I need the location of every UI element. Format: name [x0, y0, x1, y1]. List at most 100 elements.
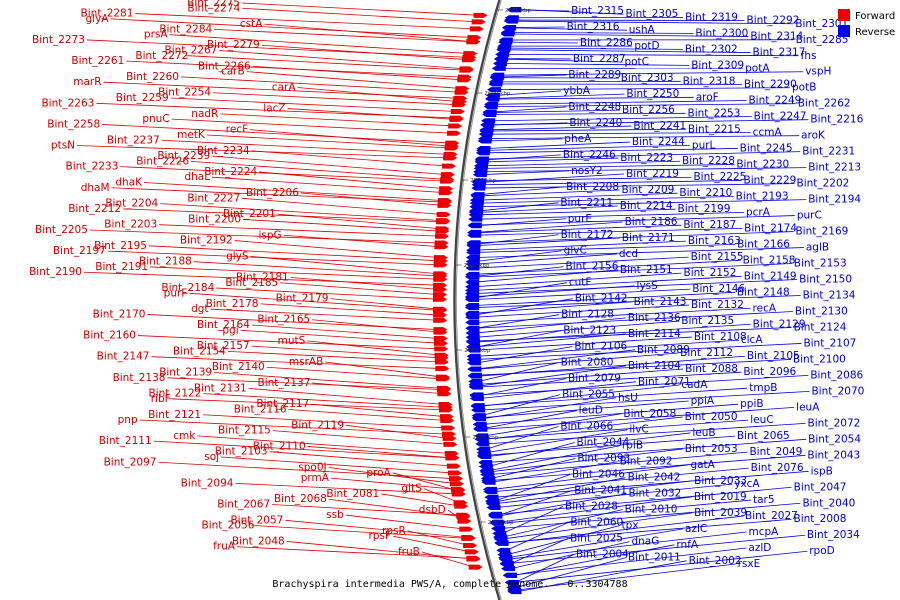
forward-gene-arrow	[439, 186, 454, 192]
reverse-gene-label: hsU	[618, 392, 638, 404]
forward-gene-arrow	[433, 329, 448, 335]
reverse-gene-leader	[479, 195, 734, 204]
reverse-gene-label: Bint_2060	[570, 516, 623, 528]
reverse-gene-arrow	[467, 232, 482, 238]
forward-gene-leader	[240, 329, 440, 344]
reverse-gene-leader	[484, 151, 801, 160]
reverse-gene-label: rpoD	[809, 545, 835, 557]
reverse-gene-label: Bint_2033	[694, 475, 747, 487]
reverse-gene-leader	[477, 218, 566, 227]
forward-gene-arrow	[461, 57, 476, 63]
reverse-gene-leader	[510, 33, 749, 37]
forward-gene-leader	[236, 546, 473, 559]
forward-gene-label: Bint_2224	[204, 166, 257, 178]
forward-gene-leader	[250, 129, 451, 147]
reverse-gene-label: Bint_2228	[682, 155, 735, 167]
reverse-gene-arrow	[478, 459, 493, 465]
forward-gene-label: Bint_2284	[159, 23, 212, 35]
forward-gene-arrow	[439, 414, 454, 420]
gene-arrows	[433, 6, 522, 595]
reverse-gene-arrow	[498, 556, 513, 562]
reverse-gene-label: Bint_2066	[560, 421, 613, 433]
reverse-gene-leader	[484, 416, 683, 440]
forward-gene-leader	[248, 387, 445, 405]
reverse-gene-leader	[512, 27, 627, 31]
reverse-gene-arrow	[487, 87, 502, 93]
reverse-gene-label: Bint_2065	[737, 430, 790, 442]
reverse-gene-leader	[486, 144, 690, 151]
reverse-gene-leader	[494, 100, 747, 105]
reverse-gene-arrow	[488, 513, 503, 519]
reverse-gene-leader	[478, 208, 676, 216]
forward-gene-leader	[264, 23, 473, 43]
forward-gene-leader	[260, 303, 440, 316]
forward-gene-leader	[252, 65, 464, 81]
reverse-gene-leader	[488, 438, 807, 463]
reverse-gene-label: Bint_2124	[794, 321, 847, 333]
forward-gene-label: soj	[204, 451, 219, 463]
reverse-gene-label: Bint_2143	[634, 296, 687, 308]
forward-gene-label: Bint_2139	[159, 367, 212, 379]
reverse-gene-label: Bint_2301	[795, 18, 848, 30]
reverse-gene-arrow	[465, 265, 480, 271]
reverse-gene-leader	[476, 243, 736, 253]
reverse-gene-leader	[492, 106, 567, 113]
forward-gene-leader	[407, 530, 470, 546]
forward-gene-label: Bint_2068	[274, 493, 327, 505]
forward-gene-label: Bint_2188	[139, 256, 192, 268]
reverse-gene-leader	[498, 83, 742, 85]
reverse-gene-arrow	[488, 81, 503, 87]
forward-gene-arrow	[471, 19, 486, 25]
forward-gene-leader	[137, 335, 441, 350]
forward-gene-label: fruA	[213, 541, 236, 553]
reverse-gene-label: Bint_2231	[802, 146, 855, 158]
reverse-gene-leader	[499, 499, 752, 524]
reverse-gene-label: Bint_2106	[574, 341, 627, 353]
reverse-gene-leader	[490, 458, 576, 479]
reverse-gene-label: Bint_2080	[561, 357, 614, 369]
forward-gene-leader	[161, 139, 450, 155]
reverse-gene-leader	[478, 205, 618, 213]
forward-gene-label: pgi	[222, 324, 238, 336]
reverse-gene-label: Bint_2230	[736, 158, 789, 170]
forward-gene-arrow	[442, 435, 457, 441]
reverse-gene-label: potD	[634, 40, 659, 52]
forward-gene-leader	[272, 504, 463, 516]
reverse-gene-label: Bint_2043	[807, 449, 860, 461]
forward-gene-label: Bint_2056	[202, 520, 255, 532]
forward-gene-label: Bint_2097	[104, 456, 157, 468]
reverse-gene-leader	[477, 352, 679, 370]
forward-gene-label: Bint_2192	[180, 235, 233, 247]
reverse-gene-leader	[481, 397, 617, 420]
forward-gene-leader	[325, 361, 443, 378]
reverse-gene-arrow	[472, 172, 487, 178]
reverse-gene-leader	[511, 541, 630, 570]
forward-gene-leader	[159, 224, 442, 237]
reverse-gene-leader	[485, 422, 806, 445]
reverse-gene-label: Bint_2213	[808, 162, 861, 174]
reverse-gene-leader	[482, 176, 692, 182]
position-tick-label: 2600 kbp	[484, 91, 510, 97]
reverse-gene-leader	[476, 336, 692, 351]
forward-gene-label: cstA	[240, 18, 263, 30]
reverse-gene-label: Bint_2215	[688, 123, 741, 135]
reverse-gene-leader	[476, 339, 739, 357]
reverse-gene-arrow	[477, 452, 492, 458]
forward-gene-leader	[197, 435, 451, 454]
reverse-gene-leader	[517, 563, 736, 591]
forward-gene-arrow	[456, 512, 471, 518]
reverse-gene-leader	[482, 403, 739, 425]
forward-gene-leader	[150, 266, 440, 280]
forward-gene-arrow	[448, 476, 463, 482]
reverse-gene-leader	[474, 288, 691, 300]
reverse-gene-label: Bint_2044	[576, 437, 629, 449]
reverse-gene-leader	[474, 291, 735, 306]
forward-gene-arrow	[441, 425, 456, 431]
forward-gene-arrow	[437, 202, 452, 208]
reverse-gene-leader	[497, 87, 791, 91]
reverse-gene-leader	[502, 506, 564, 534]
forward-gene-leader	[170, 97, 457, 112]
reverse-gene-leader	[481, 173, 625, 183]
forward-gene-arrow	[463, 51, 478, 57]
reverse-gene-leader	[475, 263, 792, 278]
